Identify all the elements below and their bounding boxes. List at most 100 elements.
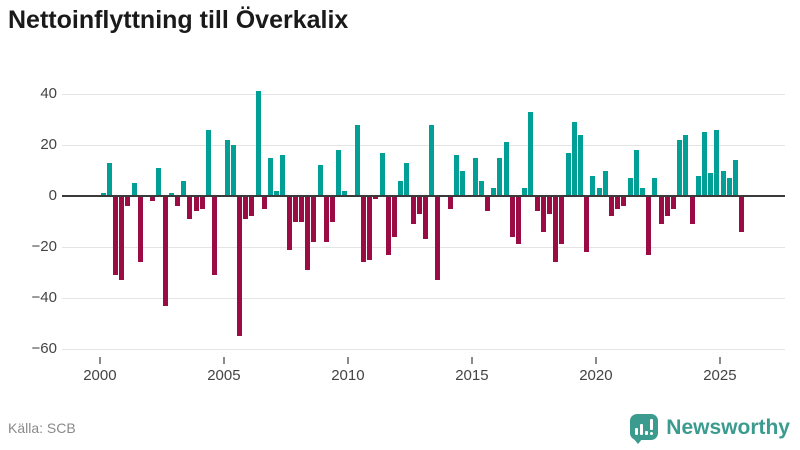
bar-2015-q2 — [478, 180, 484, 196]
x-axis-tick-2000 — [98, 357, 101, 364]
bar-2020-q2 — [602, 170, 608, 196]
bar-2007-q1 — [274, 190, 280, 196]
bar-2010-q4 — [367, 196, 373, 260]
bar-2002-q1 — [150, 196, 156, 202]
bar-2018-q1 — [546, 196, 552, 214]
bar-2024-q4 — [714, 129, 720, 196]
bar-2012-q4 — [416, 196, 422, 214]
bar-2015-q4 — [491, 188, 497, 196]
bar-2020-q3 — [608, 196, 614, 217]
bar-2025-q2 — [726, 178, 732, 196]
bar-2007-q4 — [292, 196, 298, 222]
bar-2024-q3 — [708, 173, 714, 196]
gridline-y-20 — [62, 144, 785, 146]
x-axis-tick-2020 — [594, 357, 597, 364]
bar-2022-q2 — [652, 178, 658, 196]
bar-2002-q3 — [162, 196, 168, 306]
bar-2015-q3 — [484, 196, 490, 212]
source-label: Källa: SCB — [8, 420, 76, 436]
bar-2007-q3 — [286, 196, 292, 250]
bar-2011-q1 — [373, 196, 379, 199]
bar-2000-q1 — [100, 193, 106, 196]
bar-2012-q1 — [398, 180, 404, 196]
bar-2018-q2 — [553, 196, 559, 263]
bar-2007-q2 — [280, 155, 286, 196]
bar-2012-q3 — [410, 196, 416, 225]
bar-2016-q3 — [509, 196, 515, 237]
bar-2020-q4 — [615, 196, 621, 209]
x-axis-tick-2015 — [470, 357, 473, 364]
x-axis-label-2025: 2025 — [703, 367, 737, 384]
bar-2009-q2 — [329, 196, 335, 222]
bar-2003-q4 — [193, 196, 199, 212]
y-axis-label-40: 40 — [40, 85, 57, 102]
bar-2005-q4 — [243, 196, 249, 219]
bar-2018-q3 — [559, 196, 565, 245]
bar-2023-q4 — [689, 196, 695, 225]
bar-2014-q1 — [447, 196, 453, 209]
y-axis-label-20: 20 — [40, 136, 57, 153]
bar-2022-q1 — [646, 196, 652, 255]
bar-2021-q2 — [627, 178, 633, 196]
bar-2011-q3 — [385, 196, 391, 255]
brand-logo: Newsworthy — [630, 411, 790, 445]
bar-2005-q2 — [230, 145, 236, 196]
x-axis-label-2005: 2005 — [207, 367, 241, 384]
bar-2024-q2 — [701, 132, 707, 196]
bar-2024-q1 — [695, 175, 701, 196]
gridline-y--40 — [62, 297, 785, 299]
bar-2019-q2 — [577, 134, 583, 196]
bar-2021-q1 — [621, 196, 627, 207]
brand-name: Newsworthy — [666, 416, 790, 439]
bar-2018-q4 — [565, 152, 571, 196]
bar-2008-q2 — [305, 196, 311, 270]
bar-2009-q1 — [323, 196, 329, 242]
x-axis-label-2010: 2010 — [331, 367, 365, 384]
bar-2000-q4 — [119, 196, 125, 281]
bar-2019-q4 — [590, 175, 596, 196]
newsworthy-chart-bubble-icon — [630, 414, 659, 444]
bar-2004-q2 — [205, 129, 211, 196]
bar-2023-q2 — [677, 139, 683, 196]
bar-2005-q3 — [236, 196, 242, 337]
bar-2016-q1 — [497, 157, 503, 196]
zero-axis-line — [62, 195, 785, 197]
gridline-y-40 — [62, 93, 785, 95]
bar-2011-q4 — [391, 196, 397, 237]
bar-2002-q2 — [156, 167, 162, 196]
bar-2006-q2 — [255, 91, 261, 196]
bar-2009-q3 — [336, 150, 342, 196]
bar-2008-q3 — [311, 196, 317, 242]
bar-2011-q2 — [379, 152, 385, 196]
bar-2021-q4 — [639, 188, 645, 196]
bar-2006-q4 — [267, 157, 273, 196]
bar-2013-q1 — [422, 196, 428, 240]
bar-2014-q2 — [453, 155, 459, 196]
bar-2000-q2 — [106, 162, 112, 196]
bar-2001-q1 — [125, 196, 131, 207]
bar-2014-q3 — [460, 170, 466, 196]
bar-2022-q3 — [658, 196, 664, 225]
bar-2015-q1 — [472, 157, 478, 196]
bar-2004-q3 — [212, 196, 218, 276]
bar-2025-q3 — [732, 160, 738, 196]
y-axis-label--20: −20 — [31, 238, 57, 255]
bar-2022-q4 — [664, 196, 670, 217]
x-axis-tick-2025 — [718, 357, 721, 364]
y-axis-label--60: −60 — [31, 340, 57, 357]
bar-2023-q3 — [683, 134, 689, 196]
bar-2005-q1 — [224, 139, 230, 196]
bar-2010-q3 — [360, 196, 366, 263]
bar-2006-q3 — [261, 196, 267, 209]
bar-2016-q4 — [515, 196, 521, 245]
bar-2025-q1 — [720, 170, 726, 196]
bar-2021-q3 — [633, 150, 639, 196]
bar-2016-q2 — [503, 142, 509, 196]
bar-2017-q3 — [534, 196, 540, 212]
bar-2008-q1 — [298, 196, 304, 222]
bar-2000-q3 — [112, 196, 118, 276]
bar-2003-q2 — [181, 180, 187, 196]
bar-2012-q2 — [404, 162, 410, 196]
bar-2009-q4 — [342, 190, 348, 196]
